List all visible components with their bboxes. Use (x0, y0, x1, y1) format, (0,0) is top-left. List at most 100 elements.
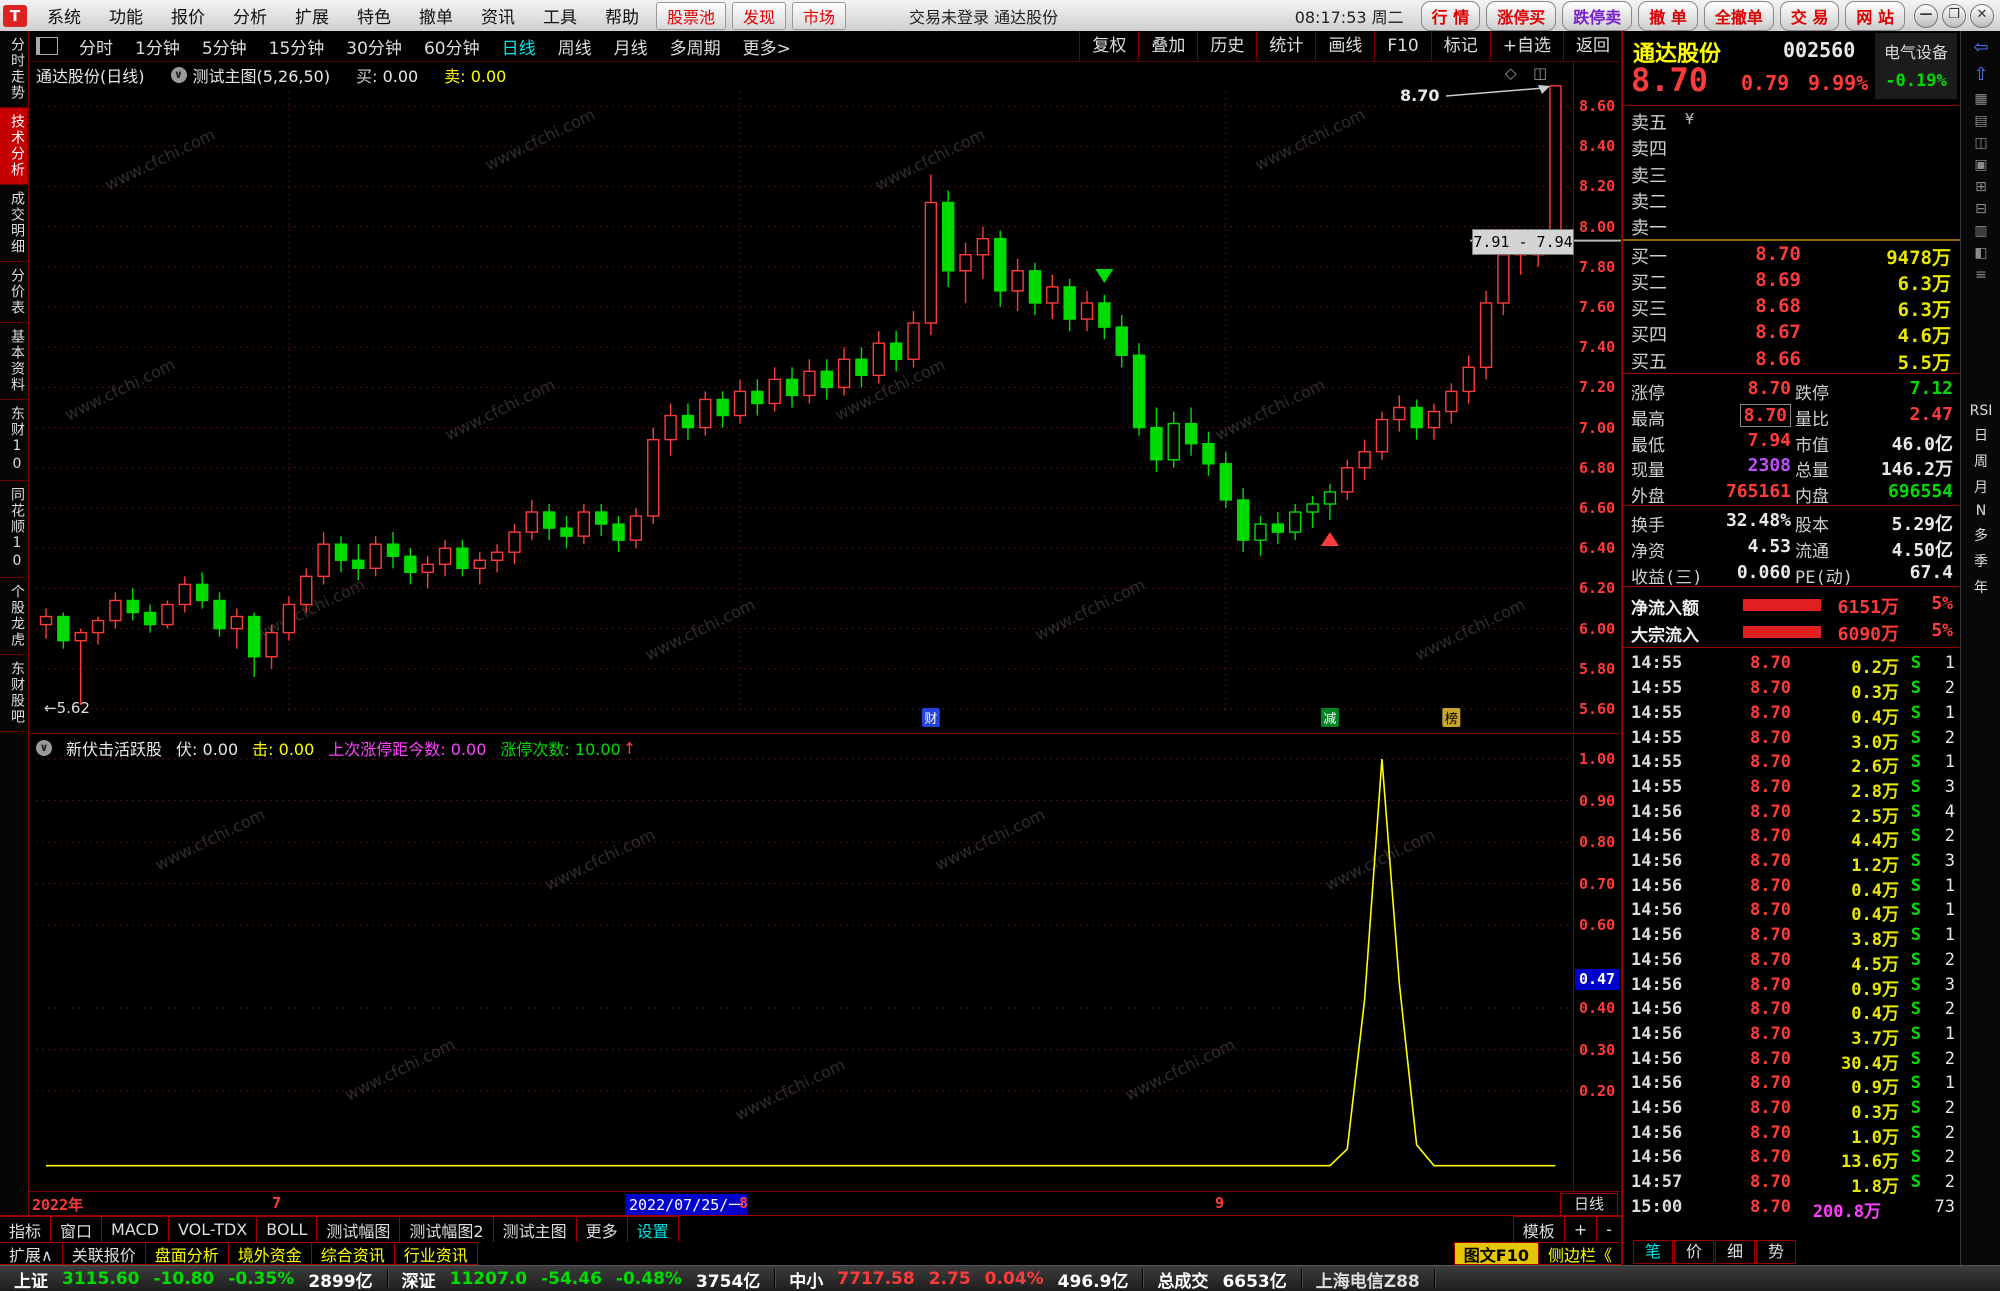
indicator-tab[interactable]: 测试幅图 (316, 1216, 401, 1243)
quote-level-row[interactable]: 买五 8.66 5.5万 (1623, 346, 1961, 374)
menu-item[interactable]: 资讯 (481, 8, 515, 28)
tool-icon[interactable]: ◧ (1974, 245, 1988, 261)
menu-item[interactable]: 撤单 (419, 8, 453, 28)
menu-item[interactable]: 系统 (47, 8, 81, 28)
action-button[interactable]: 跌停卖 (1562, 0, 1633, 31)
pool-button[interactable]: 发现 (732, 1, 787, 30)
nav-arrow-icon[interactable]: ⇦ (1973, 37, 1989, 58)
menu-item[interactable]: 分析 (233, 8, 267, 28)
quote-tab[interactable]: 细 (1715, 1240, 1755, 1264)
action-button[interactable]: 网 站 (1845, 0, 1905, 31)
quote-tab[interactable]: 势 (1756, 1240, 1796, 1264)
indicator-tab[interactable]: 设置 (626, 1216, 679, 1243)
menu-item[interactable]: 工具 (543, 8, 577, 28)
menu-item[interactable]: 报价 (171, 8, 205, 28)
info-tab[interactable]: 扩展∧ (0, 1242, 63, 1265)
period-tab[interactable]: 日线 (501, 38, 536, 59)
period-shortcut[interactable]: 日 (1974, 428, 1988, 444)
indicator-tab[interactable]: 测试主图 (492, 1216, 577, 1243)
main-candlestick-chart[interactable]: 财 减 榜 8.70 ←5.62 (28, 61, 1622, 735)
info-tab[interactable]: 综合资讯 (310, 1242, 395, 1265)
quote-level-row[interactable]: 买四 8.67 4.6万 (1623, 319, 1961, 347)
quote-level-row[interactable]: 买三 8.68 6.3万 (1623, 293, 1961, 321)
toolbar-button[interactable]: F10 (1374, 31, 1430, 61)
info-tab[interactable]: 盘面分析 (144, 1242, 229, 1265)
period-shortcut[interactable]: 季 (1974, 554, 1988, 570)
sidebar-tab[interactable]: 基本资料 (0, 323, 27, 400)
info-tab[interactable]: 行业资讯 (393, 1242, 478, 1265)
period-shortcut[interactable]: 多 (1974, 528, 1988, 544)
period-tab[interactable]: 1分钟 (135, 38, 180, 59)
period-tab[interactable]: 多周期 (669, 38, 721, 59)
restore-button[interactable]: ❐ (1942, 3, 1966, 28)
period-tab[interactable]: 60分钟 (423, 38, 480, 59)
pool-button[interactable]: 市场 (792, 1, 847, 30)
sidebar-tab[interactable]: 东财股吧 (0, 655, 27, 732)
action-button[interactable]: 行 情 (1420, 0, 1481, 31)
close-button[interactable]: ✕ (1970, 3, 1994, 28)
layout-icon[interactable] (36, 37, 58, 55)
sidebar-tab[interactable]: 东财10 (0, 400, 27, 481)
period-tab[interactable]: 30分钟 (346, 38, 402, 59)
quote-level-row[interactable]: 卖三 (1623, 160, 1961, 187)
indicator-tab[interactable]: 窗口 (50, 1216, 103, 1243)
sub-indicator-dropdown-icon[interactable]: ∨ (36, 740, 52, 756)
tool-icon[interactable]: ▣ (1974, 157, 1988, 173)
sidebar-tab[interactable]: 分价表 (0, 262, 27, 323)
toolbar-button[interactable]: 返回 (1563, 31, 1622, 61)
pool-button[interactable]: 股票池 (656, 1, 727, 30)
period-indicator-box[interactable]: 日线 (1560, 1193, 1618, 1216)
zoom-out-button[interactable]: - (1596, 1216, 1622, 1243)
menu-item[interactable]: 扩展 (295, 8, 329, 28)
minimize-button[interactable]: — (1914, 3, 1938, 28)
indicator-tab[interactable]: 测试幅图2 (399, 1216, 494, 1243)
模板-button[interactable]: 模板 (1512, 1216, 1565, 1243)
period-tab[interactable]: 5分钟 (201, 38, 247, 59)
diamond-icon[interactable]: ◇ (1505, 64, 1517, 82)
period-tab[interactable]: 月线 (613, 38, 648, 59)
quote-level-row[interactable]: 买二 8.69 6.3万 (1623, 267, 1961, 295)
split-window-icon[interactable]: ◫ (1533, 64, 1548, 82)
action-button[interactable]: 撤 单 (1638, 0, 1698, 31)
quote-tab[interactable]: 笔 (1633, 1240, 1673, 1264)
period-tab[interactable]: 更多> (742, 38, 791, 59)
tool-icon[interactable]: ◫ (1974, 135, 1988, 151)
info-tab[interactable]: 关联报价 (61, 1242, 146, 1265)
sidebar-tab[interactable]: 分时走势 (0, 31, 27, 108)
sidebar-tab[interactable]: 成交明细 (0, 185, 27, 262)
sidebar-tab[interactable]: 同花顺10 (0, 481, 27, 578)
indicator-tab[interactable]: 更多 (575, 1216, 628, 1243)
period-shortcut[interactable]: 月 (1974, 480, 1988, 496)
pane-divider[interactable] (28, 733, 1622, 734)
sidebar-tab[interactable]: 个股龙虎 (0, 578, 27, 655)
period-shortcut[interactable]: 年 (1974, 580, 1988, 596)
tool-icon[interactable]: ⊞ (1975, 179, 1987, 195)
sidebar-toggle-button[interactable]: 侧边栏《 (1537, 1242, 1622, 1265)
period-shortcut[interactable]: N (1975, 503, 1987, 519)
indicator-tab[interactable]: VOL-TDX (168, 1216, 258, 1243)
tool-icon[interactable]: ▦ (1974, 91, 1988, 107)
sub-indicator-chart[interactable] (28, 735, 1622, 1193)
quote-level-row[interactable]: 卖五 ¥ (1623, 107, 1961, 134)
quote-level-row[interactable]: 卖四 (1623, 133, 1961, 160)
tool-icon[interactable]: ⊟ (1975, 201, 1987, 217)
toolbar-button[interactable]: 标记 (1430, 31, 1490, 61)
industry-box[interactable]: 电气设备 -0.19% (1875, 33, 1957, 99)
menu-item[interactable]: 功能 (109, 8, 143, 28)
toolbar-button[interactable]: 画线 (1315, 31, 1374, 61)
toolbar-button[interactable]: 历史 (1197, 31, 1256, 61)
rsi-button[interactable]: RSI (1969, 403, 1993, 419)
toolbar-button[interactable]: 叠加 (1138, 31, 1197, 61)
indicator-tab[interactable]: 指标 (0, 1216, 52, 1243)
graphic-f10-button[interactable]: 图文F10 (1453, 1242, 1539, 1265)
period-tab[interactable]: 周线 (557, 38, 592, 59)
quote-level-row[interactable]: 卖二 (1623, 186, 1961, 213)
quote-level-row[interactable]: 卖一 (1623, 212, 1961, 239)
indicator-tab[interactable]: MACD (101, 1216, 169, 1243)
zoom-in-button[interactable]: + (1563, 1216, 1598, 1243)
period-shortcut[interactable]: 周 (1974, 454, 1988, 470)
tool-icon[interactable]: ▤ (1974, 113, 1988, 129)
indicator-tab[interactable]: BOLL (256, 1216, 318, 1243)
tool-icon[interactable]: ≡ (1975, 267, 1987, 283)
action-button[interactable]: 涨停买 (1486, 0, 1557, 31)
